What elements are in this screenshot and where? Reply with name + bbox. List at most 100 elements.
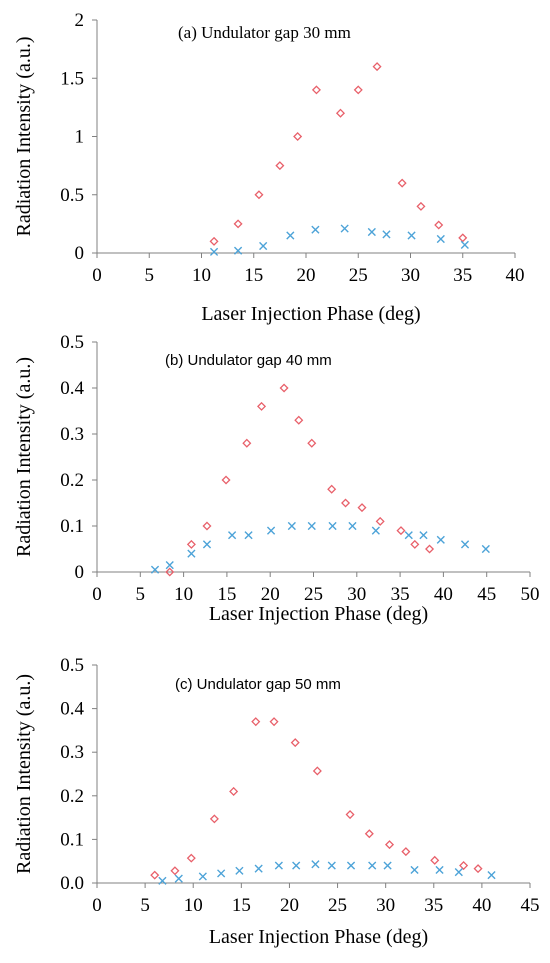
data-point-cross: [436, 535, 445, 544]
data-point-diamond: [335, 108, 346, 118]
data-point-diamond: [425, 544, 435, 554]
x-tick-label: 20: [261, 584, 280, 605]
data-point-cross: [286, 231, 295, 240]
y-tick-label: 0.2: [60, 470, 84, 491]
data-point-diamond: [229, 786, 239, 796]
data-point-cross: [233, 246, 243, 255]
data-point-cross: [348, 521, 357, 531]
data-point-cross: [460, 540, 470, 549]
data-point-cross: [460, 240, 469, 249]
data-point-cross: [287, 521, 296, 531]
chart-panel-a: 0 0.5 1 1.5 2 0 5 10 15 20 25 30 35 40 Laser Injection…: [0, 0, 550, 330]
data-point-diamond: [397, 178, 407, 188]
data-point-cross: [187, 549, 196, 558]
x-tick-label: 15: [232, 895, 251, 916]
data-point-diamond: [459, 861, 469, 871]
x-tick-label: 5: [145, 265, 155, 286]
x-tick-label: 25: [349, 265, 368, 286]
x-tick-label: 35: [391, 584, 410, 605]
data-point-cross: [174, 874, 183, 883]
data-point-diamond: [416, 201, 426, 211]
data-point-diamond: [254, 190, 264, 200]
x-tick-label: 15: [217, 584, 236, 605]
data-point-cross: [407, 231, 416, 240]
chart-panel-c: 0.0 0.1 0.2 0.3 0.4 0.5 0 5 10 15 20 25 30 35 40 45 Lase…: [0, 630, 550, 963]
data-point-cross: [454, 868, 463, 877]
x-tick-label: 40: [506, 265, 525, 286]
x-tick-label: 5: [140, 895, 150, 916]
x-tick-label: 35: [453, 265, 472, 286]
data-point-diamond: [293, 131, 303, 142]
data-point-diamond: [353, 85, 363, 95]
data-point-diamond: [209, 236, 219, 246]
data-point-diamond: [312, 766, 322, 776]
data-point-diamond: [434, 220, 444, 230]
data-point-cross: [165, 561, 174, 570]
data-point-cross: [198, 872, 207, 881]
x-tick-label: 0: [92, 584, 102, 605]
data-point-cross: [274, 861, 283, 870]
data-point-diamond: [430, 855, 440, 865]
data-point-diamond: [372, 62, 382, 72]
data-point-cross: [328, 521, 337, 531]
chart-title: (b) Undulator gap 40 mm: [165, 352, 332, 369]
data-point-cross: [382, 230, 391, 239]
x-tick-label: 10: [192, 265, 211, 286]
x-tick-label: 50: [521, 584, 540, 605]
data-point-diamond: [290, 738, 300, 748]
y-tick-label: 0.5: [60, 655, 84, 676]
data-point-cross: [371, 526, 380, 535]
data-point-cross: [367, 227, 376, 237]
data-point-diamond: [311, 85, 321, 95]
x-tick-label: 10: [184, 895, 203, 916]
x-tick-label: 0: [92, 895, 102, 916]
data-point-diamond: [275, 161, 285, 171]
data-point-diamond: [202, 521, 212, 531]
data-point-diamond: [396, 526, 406, 536]
data-point-cross: [235, 866, 244, 875]
y-tick-label: 0.2: [60, 786, 84, 807]
data-point-cross: [435, 865, 444, 875]
data-point-cross: [254, 864, 263, 873]
data-point-cross: [311, 860, 320, 869]
data-point-diamond: [221, 475, 231, 485]
y-axis-title: Radiation Intensity (a.u.): [13, 357, 35, 557]
x-tick-label: 30: [401, 265, 420, 286]
y-tick-label: 0: [75, 243, 85, 264]
chart-title: (c) Undulator gap 50 mm: [175, 676, 341, 693]
data-point-cross: [481, 544, 490, 554]
x-tick-label: 45: [521, 895, 540, 916]
x-tick-label: 40: [472, 895, 491, 916]
y-tick-label: 0: [75, 562, 85, 583]
y-tick-label: 0.5: [60, 185, 84, 206]
data-point-diamond: [279, 383, 289, 393]
data-point-diamond: [150, 870, 160, 880]
data-point-cross: [346, 861, 356, 870]
data-point-cross: [340, 224, 349, 233]
data-point-diamond: [294, 415, 304, 425]
y-tick-label: 2: [75, 10, 85, 31]
x-tick-label: 40: [434, 584, 453, 605]
data-point-cross: [436, 234, 445, 244]
data-point-cross: [158, 876, 167, 885]
chart-title: (a) Undulator gap 30 mm: [178, 23, 351, 42]
y-tick-label: 1.5: [60, 68, 84, 89]
y-tick-label: 0.4: [60, 699, 84, 720]
data-point-diamond: [307, 438, 317, 448]
chart-panel-b: 0 0.1 0.2 0.3 0.4 0.5 0 5 10 15 20 25 30 35 40 45 50 Lase…: [0, 330, 550, 630]
x-tick-label: 30: [376, 895, 395, 916]
data-point-diamond: [357, 503, 367, 513]
x-axis-title: Laser Injection Phase (deg): [209, 603, 428, 625]
data-point-cross: [150, 565, 160, 574]
x-tick-label: 35: [424, 895, 443, 916]
x-tick-label: 0: [92, 265, 102, 286]
x-tick-label: 20: [280, 895, 299, 916]
data-point-cross: [327, 861, 336, 870]
x-axis-title: Laser Injection Phase (deg): [209, 926, 428, 948]
data-point-diamond: [257, 401, 267, 411]
data-point-diamond: [242, 438, 252, 448]
data-point-diamond: [186, 539, 196, 549]
chart-svg: 0.0 0.1 0.2 0.3 0.4 0.5 0 5 10 15 20 25 30 35 40 45 Lase…: [13, 655, 540, 948]
data-point-diamond: [341, 498, 351, 508]
y-tick-label: 0.3: [60, 424, 84, 445]
